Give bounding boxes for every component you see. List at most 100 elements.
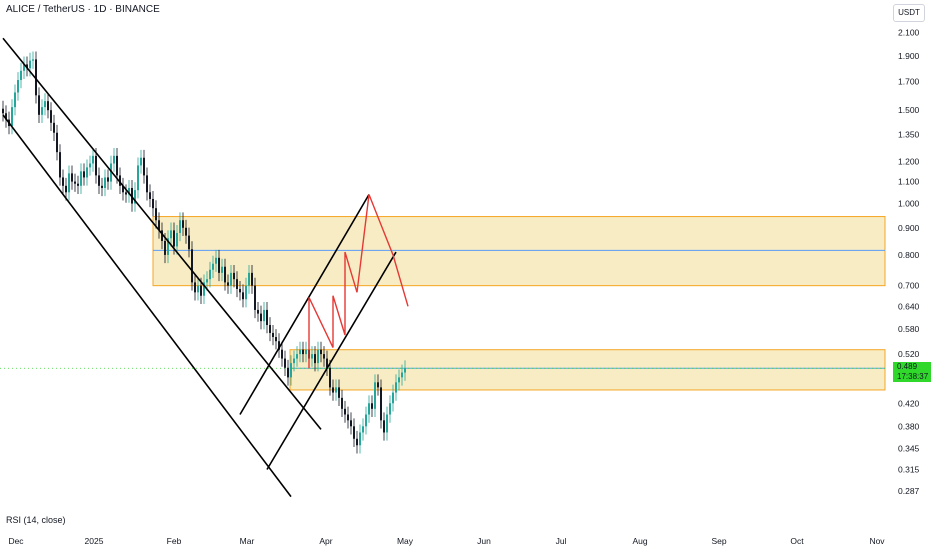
candle-body bbox=[110, 163, 112, 182]
time-tick-label: Dec bbox=[8, 536, 24, 546]
time-axis: Dec 2025 Feb Mar Apr May Jun Jul Aug Sep Oct Nov bbox=[8, 536, 885, 546]
candle-body bbox=[221, 266, 223, 273]
candle-body bbox=[368, 403, 370, 415]
candle-body bbox=[98, 175, 100, 186]
currency-button[interactable]: USDT bbox=[893, 4, 925, 22]
candle-body bbox=[359, 432, 361, 446]
price-tick-label: 1.100 bbox=[898, 177, 920, 187]
price-projection-path bbox=[308, 194, 409, 369]
candle-body bbox=[152, 198, 154, 209]
candle-body bbox=[38, 95, 40, 115]
candle-body bbox=[14, 92, 16, 108]
price-tick-label: 0.520 bbox=[898, 349, 920, 359]
candle-body bbox=[74, 181, 76, 184]
candle-body bbox=[47, 101, 49, 111]
time-tick-label: Oct bbox=[790, 536, 804, 546]
candle-body bbox=[155, 208, 157, 221]
candle-body bbox=[272, 332, 274, 338]
candle-body bbox=[209, 269, 211, 280]
time-tick-label: 2025 bbox=[85, 536, 104, 546]
candle-body bbox=[227, 282, 229, 286]
candle-body bbox=[44, 101, 46, 108]
candle-body bbox=[185, 227, 187, 236]
candle-body bbox=[401, 372, 403, 378]
candle-body bbox=[293, 358, 295, 364]
candle-body bbox=[176, 232, 178, 247]
time-tick-label: Jun bbox=[477, 536, 491, 546]
candle-body bbox=[20, 70, 22, 81]
candle-body bbox=[338, 387, 340, 398]
candle-body bbox=[95, 155, 97, 176]
candle-body bbox=[317, 349, 319, 364]
price-tick-label: 2.100 bbox=[898, 28, 920, 38]
candle-body bbox=[203, 282, 205, 296]
price-tick-label: 0.287 bbox=[898, 486, 920, 496]
candle-body bbox=[353, 426, 355, 439]
candle-body bbox=[398, 377, 400, 383]
candle-body bbox=[2, 108, 4, 114]
ascending-channel-lower bbox=[266, 251, 397, 470]
candle-body bbox=[92, 155, 94, 164]
price-tick-label: 0.580 bbox=[898, 324, 920, 334]
candle-body bbox=[275, 337, 277, 342]
candle-body bbox=[356, 438, 358, 446]
candle-body bbox=[53, 122, 55, 133]
candle-body bbox=[335, 387, 337, 393]
candle-body bbox=[167, 238, 169, 255]
candle-body bbox=[344, 408, 346, 415]
time-tick-label: Mar bbox=[240, 536, 255, 546]
candle-body bbox=[392, 392, 394, 404]
candle-body bbox=[371, 403, 373, 409]
price-tick-label: 0.900 bbox=[898, 223, 920, 233]
candle-body bbox=[224, 266, 226, 283]
candle-body bbox=[404, 368, 406, 373]
candle-body bbox=[59, 152, 61, 178]
candle-body bbox=[32, 59, 34, 61]
candle-body bbox=[200, 285, 202, 296]
candle-body bbox=[65, 185, 67, 193]
candle-body bbox=[284, 358, 286, 368]
candle-body bbox=[83, 171, 85, 178]
candle-body bbox=[173, 230, 175, 247]
rsi-indicator-label[interactable]: RSI (14, close) bbox=[6, 515, 66, 525]
candle-body bbox=[101, 185, 103, 188]
drawings-layer bbox=[2, 37, 409, 498]
candle-body bbox=[164, 240, 166, 255]
candle-body bbox=[134, 190, 136, 204]
candle-body bbox=[212, 263, 214, 270]
candle-body bbox=[104, 177, 106, 188]
candle-body bbox=[257, 309, 259, 314]
candle-body bbox=[281, 349, 283, 359]
candle-body bbox=[323, 354, 325, 359]
candle-body bbox=[89, 163, 91, 168]
candle-body bbox=[215, 257, 217, 264]
candle-body bbox=[347, 414, 349, 421]
candle-body bbox=[143, 157, 145, 176]
candle-body bbox=[374, 382, 376, 409]
candle-body bbox=[341, 397, 343, 409]
candle-body bbox=[380, 387, 382, 421]
candle-body bbox=[350, 420, 352, 427]
candle-body bbox=[146, 175, 148, 193]
supply-zone bbox=[152, 216, 886, 287]
candle-body bbox=[299, 349, 301, 355]
candle-body bbox=[254, 285, 256, 310]
candle-body bbox=[161, 230, 163, 241]
candle-body bbox=[182, 220, 184, 228]
candle-body bbox=[71, 173, 73, 182]
candle-body bbox=[362, 426, 364, 433]
candle-body bbox=[17, 80, 19, 93]
candle-body bbox=[140, 157, 142, 166]
candle-body bbox=[86, 167, 88, 178]
candle-body bbox=[266, 309, 268, 326]
candle-body bbox=[107, 177, 109, 182]
candle-body bbox=[188, 235, 190, 250]
candle-body bbox=[125, 192, 127, 195]
zones-layer bbox=[0, 216, 886, 391]
candle-body bbox=[26, 64, 28, 69]
candle-body bbox=[194, 282, 196, 293]
time-tick-label: Aug bbox=[632, 536, 647, 546]
candle-body bbox=[239, 288, 241, 293]
candle-body bbox=[296, 354, 298, 359]
